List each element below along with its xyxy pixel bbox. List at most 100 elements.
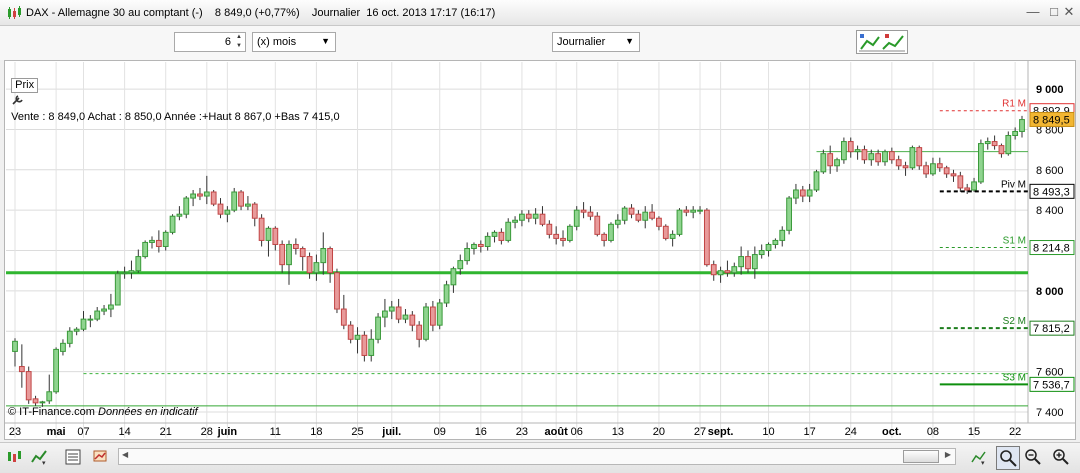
window-title: DAX - Allemagne 30 au comptant (-) 8 849… [26, 7, 496, 19]
candle-body [614, 219, 621, 225]
candle-body [539, 213, 546, 225]
candle-body [286, 243, 292, 266]
candle-body [635, 213, 642, 221]
close-button[interactable]: ✕ [1063, 4, 1075, 19]
compare-icon[interactable] [92, 448, 110, 466]
candle-body [251, 203, 258, 219]
candle-body [998, 145, 1005, 155]
candlestick-app-icon [8, 6, 21, 19]
x-tick-label: 17 [804, 426, 816, 438]
candle-body [909, 147, 916, 169]
candle-body [66, 330, 73, 344]
candle-body [936, 163, 943, 169]
pivot-level-label: R1 M [1002, 99, 1026, 110]
candle-body [340, 308, 347, 326]
pivot-value-box [1029, 240, 1075, 256]
candle-body [676, 209, 683, 235]
candle-body [203, 191, 210, 197]
candle-body [669, 233, 676, 239]
period-unit-select[interactable]: (x) mois ▼ [252, 32, 336, 52]
indicators-button[interactable] [856, 30, 908, 54]
candle-body [450, 268, 457, 286]
candle-body [245, 203, 251, 207]
candle-body [327, 248, 334, 274]
candle-body [176, 213, 183, 217]
pivot-value-box [1029, 320, 1075, 336]
x-tick-label: 20 [653, 426, 665, 438]
candle-body [436, 302, 443, 326]
period-count-spinner[interactable]: 6 ▲ ▼ [174, 32, 246, 52]
zoom-selection-icon[interactable] [996, 446, 1020, 470]
indicator-list-icon[interactable]: ▾ [30, 448, 48, 466]
minimize-button[interactable]: — [1026, 4, 1040, 19]
candle-body [875, 153, 882, 163]
candle-body [382, 310, 388, 318]
x-tick-label: sept. [708, 426, 734, 438]
save-chart-icon[interactable] [64, 448, 82, 466]
zoom-in-icon[interactable] [1052, 448, 1070, 466]
zoom-out-icon[interactable] [1024, 448, 1042, 466]
candle-body [662, 225, 669, 239]
scroll-left-icon[interactable]: ◀ [122, 450, 129, 459]
candle-body [73, 328, 80, 332]
scroll-thumb[interactable] [903, 450, 939, 463]
x-tick-label: 16 [475, 426, 487, 438]
candle-body [368, 338, 375, 356]
candle-body [519, 213, 525, 221]
chart-indicators-icon [859, 34, 905, 52]
candle-body [238, 191, 244, 207]
candle-body [573, 209, 580, 227]
y-tick-label: 9 000 [1036, 84, 1064, 96]
x-tick-label: 18 [310, 426, 322, 438]
candle-body [710, 264, 717, 276]
pivot-level-label: Piv M [1001, 179, 1026, 190]
last-price-box [1029, 111, 1075, 127]
candle-body [991, 141, 998, 147]
candles-settings-icon[interactable] [6, 448, 24, 466]
x-tick-label: 06 [571, 426, 583, 438]
wrench-icon[interactable] [11, 93, 25, 106]
candle-body [786, 197, 792, 231]
scroll-right-icon[interactable]: ▶ [944, 450, 951, 459]
candle-body [847, 141, 854, 153]
candle-body [512, 219, 518, 223]
candle-body [46, 391, 53, 402]
candle-body [53, 348, 59, 393]
candle-body [429, 306, 436, 326]
x-tick-label: août [545, 426, 569, 438]
candle-body [108, 304, 114, 310]
drawing-tools-icon[interactable]: ▾ [970, 448, 988, 466]
candle-body [361, 334, 368, 356]
candle-body [553, 233, 560, 239]
candle-body [142, 241, 149, 258]
candle-body [628, 207, 635, 215]
x-tick-label: 27 [694, 426, 706, 438]
interval-select[interactable]: Journalier ▼ [552, 32, 640, 52]
candle-body [210, 191, 217, 205]
pivot-value-box [1029, 376, 1075, 392]
candle-body [443, 284, 450, 304]
candle-body [978, 143, 984, 183]
candle-body [779, 229, 786, 241]
x-tick-label: 14 [118, 426, 130, 438]
candle-body [882, 151, 888, 163]
x-tick-label: 23 [9, 426, 21, 438]
price-mode-button[interactable]: Prix [11, 78, 39, 93]
spinner-arrows-icon[interactable]: ▲ ▼ [236, 34, 242, 49]
candle-body [423, 306, 429, 340]
pivot-value-label: 8 214,8 [1033, 243, 1070, 255]
x-tick-label: 22 [1009, 426, 1021, 438]
maximize-button[interactable]: □ [1050, 4, 1058, 19]
candle-body [834, 159, 840, 167]
candle-body [731, 266, 738, 274]
y-tick-label: 8 000 [1036, 286, 1064, 298]
chart-scrollbar[interactable]: ◀ ▶ [118, 448, 956, 465]
candle-body [354, 334, 361, 340]
candle-body [94, 310, 101, 320]
candle-body [957, 175, 964, 189]
x-tick-label: 28 [201, 426, 213, 438]
candle-body [402, 314, 409, 320]
candle-body [813, 171, 820, 191]
